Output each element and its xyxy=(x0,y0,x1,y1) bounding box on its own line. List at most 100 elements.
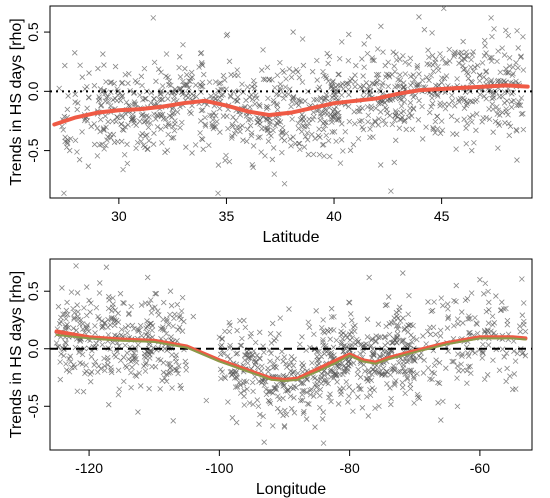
scatter-point xyxy=(233,127,239,134)
scatter-point xyxy=(256,329,263,336)
scatter-point xyxy=(74,302,81,308)
scatter-point xyxy=(338,341,344,348)
scatter-point xyxy=(91,141,98,148)
scatter-point xyxy=(64,139,70,145)
scatter-point xyxy=(312,135,318,142)
scatter-point xyxy=(483,95,490,102)
y-tick-label: 0.5 xyxy=(25,22,41,42)
scatter-point xyxy=(506,55,513,61)
scatter-point xyxy=(177,382,184,389)
scatter-point xyxy=(212,124,219,130)
scatter-point xyxy=(125,356,132,362)
scatter-point xyxy=(157,89,164,95)
scatter-point xyxy=(333,138,339,145)
scatter-point xyxy=(300,62,307,69)
scatter-point xyxy=(282,407,288,414)
scatter-point xyxy=(451,51,458,57)
scatter-point xyxy=(468,78,474,85)
scatter-point xyxy=(216,105,223,112)
scatter-point xyxy=(144,274,151,281)
scatter-point xyxy=(71,310,78,316)
scatter-point xyxy=(442,105,449,112)
scatter-point xyxy=(364,375,371,382)
scatter-point xyxy=(353,62,359,69)
scatter-point xyxy=(515,65,521,71)
scatter-point xyxy=(362,368,368,374)
scatter-point xyxy=(454,403,461,410)
scatter-point xyxy=(462,66,468,72)
scatter-point xyxy=(65,93,71,99)
scatter-point xyxy=(472,350,478,356)
scatter-point xyxy=(479,349,486,356)
scatter-point xyxy=(382,121,389,128)
scatter-point xyxy=(454,76,460,82)
scatter-point xyxy=(514,27,520,34)
scatter-point xyxy=(419,77,426,83)
scatter-point xyxy=(325,328,332,335)
scatter-point xyxy=(503,305,509,312)
scatter-point xyxy=(121,151,128,158)
scatter-point xyxy=(364,316,371,322)
scatter-point xyxy=(465,316,471,322)
scatter-point xyxy=(254,397,261,403)
scatter-point xyxy=(522,328,529,335)
scatter-point xyxy=(370,366,377,373)
scatter-point xyxy=(386,331,393,338)
scatter-point xyxy=(113,118,119,125)
scatter-point xyxy=(60,127,67,133)
scatter-point xyxy=(114,348,120,355)
scatter-point xyxy=(261,349,267,356)
scatter-point xyxy=(159,377,165,384)
scatter-point xyxy=(306,120,312,126)
scatter-point xyxy=(465,364,472,370)
scatter-point xyxy=(512,358,519,364)
scatter-point xyxy=(350,360,357,366)
scatter-point xyxy=(300,118,307,124)
scatter-point xyxy=(175,327,181,333)
scatter-point xyxy=(74,290,81,296)
scatter-point xyxy=(467,329,473,336)
scatter-point xyxy=(258,67,265,73)
scatter-point xyxy=(289,98,295,105)
scatter-point xyxy=(202,123,209,129)
scatter-point xyxy=(290,94,297,101)
scatter-point xyxy=(404,376,411,382)
scatter-point xyxy=(267,121,273,128)
scatter-point xyxy=(416,71,422,77)
scatter-point xyxy=(183,72,190,78)
scatter-point xyxy=(508,104,515,110)
scatter-point xyxy=(481,291,487,297)
scatter-point xyxy=(368,337,375,343)
scatter-point xyxy=(445,306,451,312)
scatter-point xyxy=(310,151,317,158)
scatter-point xyxy=(337,386,343,392)
scatter-point xyxy=(351,120,358,127)
scatter-point xyxy=(410,106,417,112)
scatter-point xyxy=(301,123,308,130)
scatter-point xyxy=(392,137,399,144)
scatter-point xyxy=(431,90,438,97)
scatter-point xyxy=(363,341,369,347)
scatter-point xyxy=(221,77,228,83)
scatter-point xyxy=(124,330,131,336)
scatter-point xyxy=(229,133,235,139)
scatter-point xyxy=(229,372,235,378)
scatter-point xyxy=(177,312,183,319)
scatter-point xyxy=(321,97,328,103)
scatter-point xyxy=(233,419,240,426)
scatter-point xyxy=(84,118,91,124)
scatter-point xyxy=(396,125,403,131)
scatter-point xyxy=(446,58,453,64)
scatter-point xyxy=(125,80,131,87)
scatter-point xyxy=(319,142,326,148)
scatter-point xyxy=(434,113,440,120)
scatter-point xyxy=(333,104,340,110)
scatter-point xyxy=(318,324,325,331)
x-tick-label: 45 xyxy=(434,208,450,224)
scatter-point xyxy=(217,129,223,135)
scatter-point xyxy=(495,107,502,114)
scatter-point xyxy=(346,118,353,125)
scatter-point xyxy=(367,392,374,399)
scatter-point xyxy=(170,134,177,141)
scatter-point xyxy=(308,386,315,393)
